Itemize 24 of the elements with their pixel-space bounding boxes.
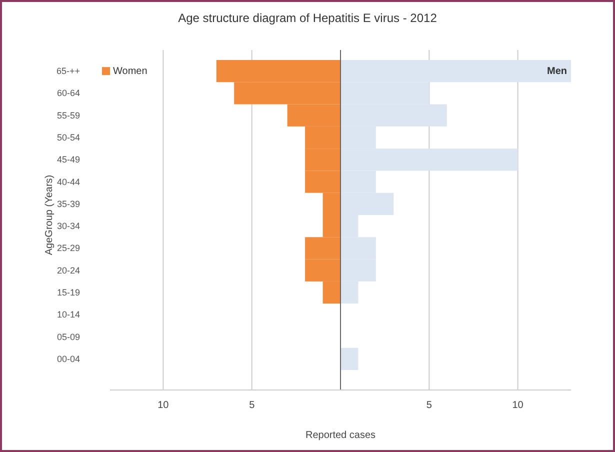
y-tick-label: 05-09 [56,332,80,342]
x-tick-label: 10 [512,400,524,411]
x-tick-label: 10 [158,400,170,411]
y-tick-label: 35-39 [56,198,80,209]
y-tick-label: 10-14 [56,310,80,320]
chart-title: Age structure diagram of Hepatitis E virus - 2012 [178,11,438,25]
y-tick-label: 45-49 [56,154,80,165]
y-tick-label: 60-64 [56,88,80,98]
bar [340,348,358,370]
x-axis-title: Reported cases [305,430,376,441]
y-tick-label: 00-04 [56,354,80,364]
y-tick-label: 55-59 [56,110,80,120]
y-tick-label: 25-29 [56,243,80,254]
y-tick-label: 20-24 [56,265,80,276]
y-tick-label: 40-44 [56,176,80,187]
series-label: Men [547,66,567,78]
y-tick-label: 50-54 [56,132,80,142]
x-tick-label: 5 [426,400,432,411]
y-tick-label: 30-34 [56,221,80,232]
y-tick-label: 65-++ [56,66,80,76]
y-tick-label: 15-19 [56,288,80,298]
x-tick-label: 5 [249,400,256,411]
legend-label: Women [113,66,148,78]
y-axis-title: AgeGroup (Years) [44,174,55,256]
